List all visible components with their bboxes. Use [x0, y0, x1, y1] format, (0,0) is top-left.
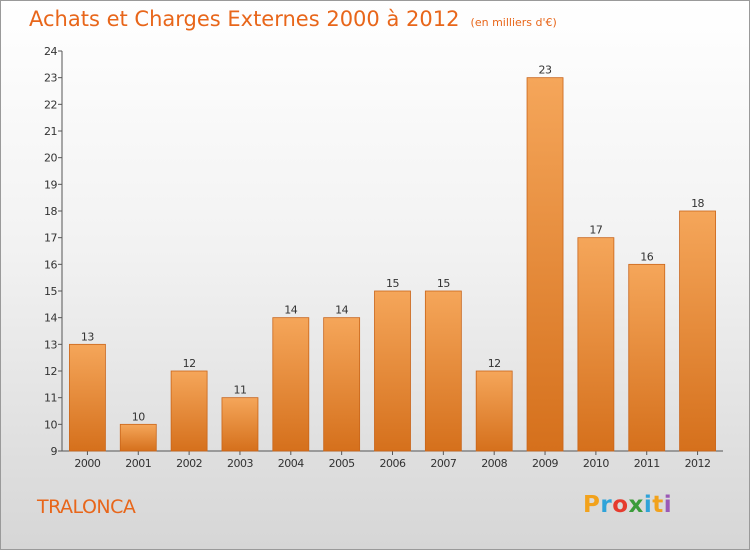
- town-name: TRALONCA: [37, 496, 136, 518]
- axes: 9 10 11 12 13 14 15 16 17 18 19 20 21 22 23 24 2000 2001 2…: [44, 45, 723, 470]
- y-tick-label: 17: [44, 232, 57, 245]
- data-label: 15: [386, 277, 399, 290]
- data-label: 16: [640, 250, 653, 263]
- bar: [221, 397, 259, 452]
- y-tick-label: 20: [44, 152, 57, 165]
- bars: 13 10 12 11 14 14 15 15 12 23 17 16 18: [69, 64, 716, 452]
- bar: [628, 263, 666, 452]
- data-label: 17: [589, 224, 602, 237]
- logo-letter: i: [643, 492, 653, 518]
- data-label: 23: [539, 64, 552, 77]
- bar: [577, 237, 615, 452]
- chart-subtitle: (en milliers d'€): [470, 16, 557, 29]
- x-tick-label: 2000: [74, 457, 100, 470]
- bar: [272, 317, 310, 452]
- y-tick-label: 21: [44, 125, 57, 138]
- logo-letter: x: [628, 492, 644, 518]
- x-tick-label: 2008: [481, 457, 507, 470]
- y-tick-label: 14: [44, 312, 57, 325]
- y-tick-label: 22: [44, 98, 57, 111]
- data-label: 11: [233, 384, 246, 397]
- bar: [119, 423, 157, 452]
- bar: [475, 370, 513, 452]
- x-tick-label: 2009: [532, 457, 558, 470]
- bar: [323, 317, 361, 452]
- data-label: 12: [183, 357, 196, 370]
- x-tick-label: 2006: [380, 457, 406, 470]
- data-label: 12: [488, 357, 501, 370]
- y-tick-label: 15: [44, 285, 57, 298]
- data-label: 13: [81, 330, 94, 343]
- x-tick-label: 2012: [685, 457, 711, 470]
- bar: [526, 77, 564, 452]
- y-tick-label: 13: [44, 338, 57, 351]
- y-tick-label: 9: [51, 445, 58, 458]
- y-tick-label: 19: [44, 178, 57, 191]
- y-tick-label: 23: [44, 72, 57, 85]
- y-tick-label: 24: [44, 45, 57, 58]
- logo-letter: P: [583, 492, 601, 518]
- x-tick-label: 2005: [329, 457, 355, 470]
- data-label: 14: [335, 304, 348, 317]
- x-tick-label: 2004: [278, 457, 304, 470]
- x-tick-label: 2007: [430, 457, 456, 470]
- data-label: 15: [437, 277, 450, 290]
- bar: [424, 290, 462, 452]
- logo-letter: i: [663, 492, 673, 518]
- x-tick-label: 2003: [227, 457, 253, 470]
- proxiti-logo: Proxiti: [583, 492, 672, 518]
- x-tick-label: 2002: [176, 457, 202, 470]
- bar: [69, 343, 106, 452]
- chart-title: Achats et Charges Externes 2000 à 2012: [29, 7, 460, 31]
- y-tick-label: 16: [44, 258, 57, 271]
- bar: [679, 210, 716, 452]
- logo-letter: r: [600, 492, 613, 518]
- y-tick-label: 18: [44, 205, 57, 218]
- y-tick-label: 11: [44, 392, 57, 405]
- y-tick-label: 10: [44, 418, 57, 431]
- x-tick-label: 2001: [125, 457, 151, 470]
- logo-letter: t: [652, 492, 664, 518]
- x-tick-label: 2011: [634, 457, 660, 470]
- x-tick-label: 2010: [583, 457, 609, 470]
- y-tick-label: 12: [44, 365, 57, 378]
- title-row: Achats et Charges Externes 2000 à 2012 (…: [29, 7, 557, 31]
- data-label: 10: [132, 410, 145, 423]
- bar: [170, 370, 208, 452]
- data-label: 14: [284, 304, 297, 317]
- bar: [374, 290, 411, 452]
- logo-letter: o: [612, 492, 629, 518]
- data-label: 18: [691, 197, 704, 210]
